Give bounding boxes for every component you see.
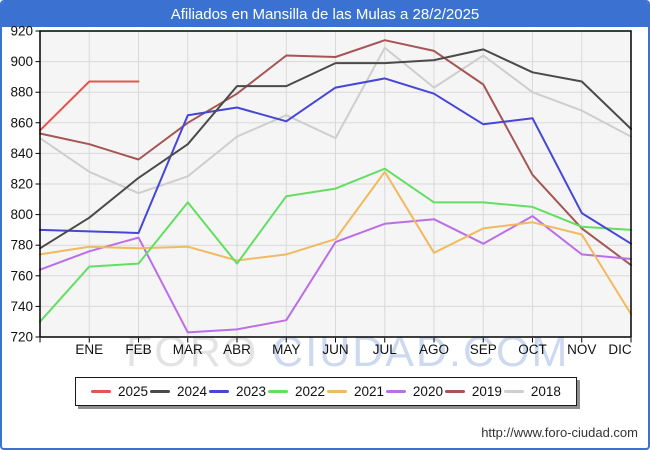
y-axis-label: 900 (10, 54, 33, 69)
legend-swatch (208, 390, 229, 393)
y-axis-label: 880 (10, 85, 33, 100)
y-axis-label: 860 (10, 115, 33, 130)
legend-swatch (267, 390, 288, 393)
legend-label: 2021 (353, 384, 384, 399)
legend-swatch (149, 390, 170, 393)
y-axis-label: 800 (10, 207, 33, 222)
y-axis-label: 780 (10, 238, 33, 253)
series-line-2024 (39, 48, 632, 250)
x-axis-label: MAR (173, 342, 203, 357)
series-line-2020 (39, 215, 632, 334)
legend-swatch (503, 390, 524, 393)
series-line-2019 (39, 39, 632, 267)
series-line-2025 (39, 80, 140, 132)
legend-swatch (444, 390, 465, 393)
legend-entry-2019: 2019 (444, 384, 502, 399)
legend-swatch (385, 390, 406, 393)
y-axis-label: 920 (10, 24, 33, 39)
x-axis-label: SEP (470, 342, 497, 357)
legend-label: 2025 (118, 384, 149, 399)
x-axis-label: NOV (567, 342, 596, 357)
site-url: http://www.foro-ciudad.com (481, 425, 638, 440)
y-axis-label: 760 (10, 268, 33, 283)
legend-entry-2018: 2018 (503, 384, 561, 399)
legend-entry-2024: 2024 (149, 384, 208, 399)
x-axis-label: AGO (419, 342, 449, 357)
legend-label: 2020 (412, 384, 443, 399)
page-title: Afiliados en Mansilla de las Mulas a 28/… (170, 6, 480, 23)
legend-swatch (91, 390, 111, 393)
legend-label: 2022 (294, 384, 325, 399)
series-line-2021 (39, 170, 632, 316)
x-axis-label: FEB (125, 342, 151, 357)
y-axis-label: 740 (10, 299, 33, 314)
x-axis-label: JUN (322, 342, 348, 357)
x-axis-label: DIC (608, 342, 632, 357)
y-axis-label: 720 (10, 330, 33, 345)
x-axis-label: ABR (223, 342, 251, 357)
x-axis-label: OCT (518, 342, 547, 357)
x-axis-label: MAY (272, 342, 300, 357)
x-axis-label: JUL (373, 342, 397, 357)
legend-label: 2023 (235, 384, 267, 399)
y-axis-label: 840 (10, 146, 33, 161)
legend-entry-2023: 2023 (208, 384, 267, 399)
legend-label: 2019 (471, 384, 502, 399)
x-axis-label: ENE (75, 342, 103, 357)
series-line-2023 (39, 77, 632, 245)
series-line-2022 (39, 167, 632, 323)
legend-entry-2020: 2020 (385, 384, 443, 399)
legend-entry-2022: 2022 (267, 384, 325, 399)
legend: 2025 2024 2023 2022 2021 2020 2019 2018 (75, 377, 577, 406)
chart-title-bar: Afiliados en Mansilla de las Mulas a 28/… (2, 2, 648, 27)
legend-swatch (326, 390, 347, 393)
legend-label: 2024 (176, 384, 208, 399)
series-line-2018 (39, 46, 632, 195)
legend-entry-2021: 2021 (326, 384, 384, 399)
y-axis-label: 820 (10, 177, 33, 192)
legend-entry-2025: 2025 (91, 384, 148, 399)
legend-label: 2018 (530, 384, 561, 399)
